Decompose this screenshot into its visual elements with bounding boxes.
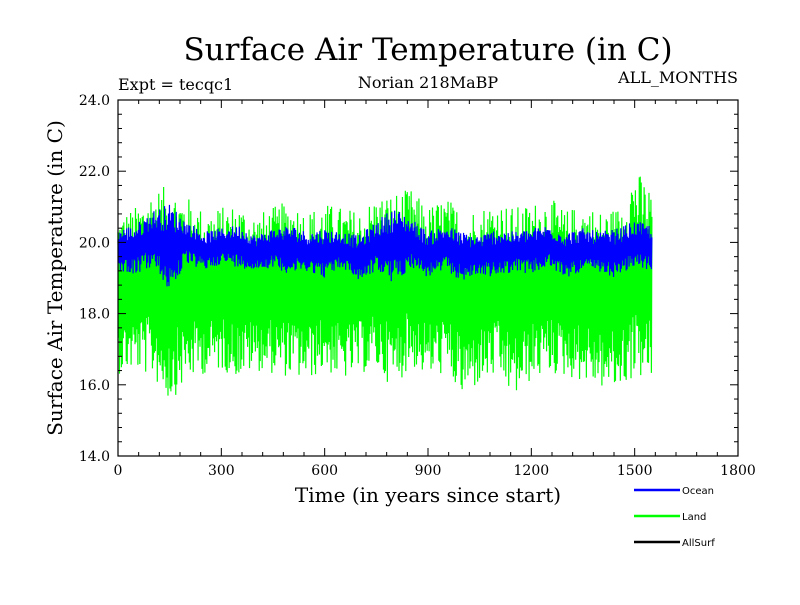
x-tick-label: 1200 [514,463,550,479]
x-axis-label: Time (in years since start) [295,483,561,507]
x-tick-label: 300 [208,463,235,479]
axis-layer: 0 300 600 900 1200 1500 1800 14.0 16.0 18.0 20.0 22… [79,93,756,479]
x-tick-label: 1500 [617,463,653,479]
legend: Ocean Land AllSurf [634,486,715,549]
y-tick-label: 18.0 [79,307,110,323]
chart-subtitle-left: Expt = tecqc1 [118,75,233,94]
x-tick-label: 600 [311,463,338,479]
series-ocean [117,204,653,287]
y-tick-label: 14.0 [79,449,110,465]
y-tick-label: 22.0 [79,164,110,180]
legend-label-allsurf: AllSurf [682,538,715,549]
legend-label-ocean: Ocean [682,486,714,497]
y-tick-label: 16.0 [79,378,110,394]
x-tick-label: 1800 [720,463,756,479]
chart-subtitle-center: Norian 218MaBP [358,73,499,92]
y-tick-label: 20.0 [79,235,110,251]
x-tick-label: 0 [114,463,123,479]
y-tick-label: 24.0 [79,93,110,109]
series-layer [117,176,653,396]
x-tick-label: 900 [415,463,442,479]
series-land [117,176,653,396]
chart-subtitle-right: ALL_MONTHS [617,68,738,87]
y-axis-label: Surface Air Temperature (in C) [43,120,67,436]
legend-label-land: Land [682,512,706,523]
chart-title: Surface Air Temperature (in C) [183,32,672,68]
